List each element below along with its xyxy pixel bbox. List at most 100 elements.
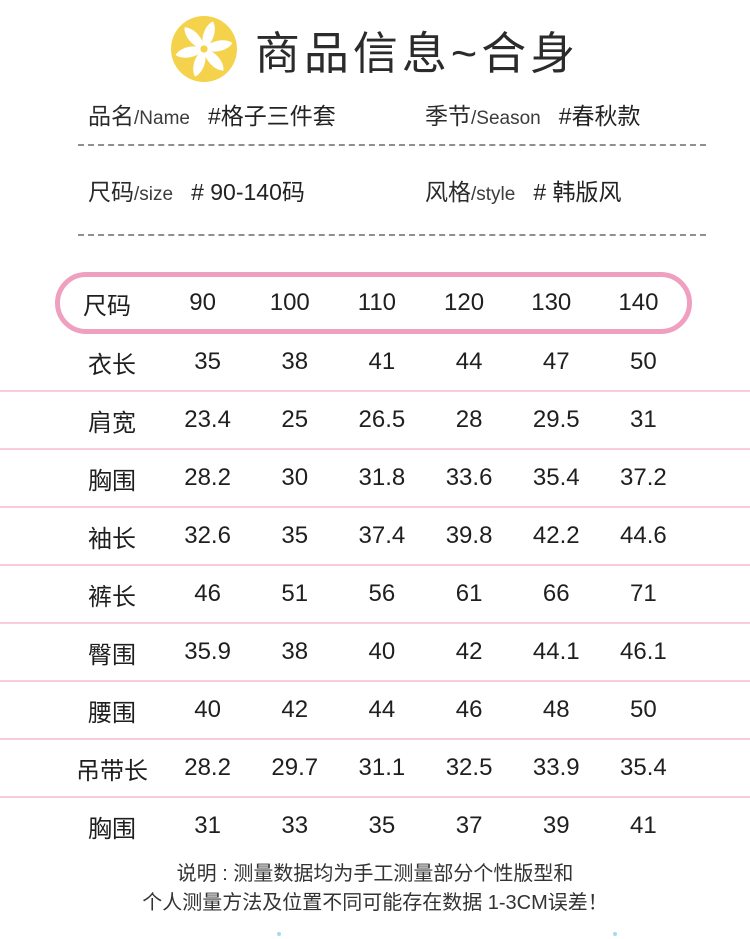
size-row-label: 腰围: [88, 699, 136, 727]
table-row: 衣长 35 38 41 44 47 50: [60, 334, 687, 390]
size-cell: 37.4: [358, 522, 406, 549]
size-header-cell: 130: [531, 289, 572, 316]
size-cell: 48: [542, 696, 570, 723]
size-range-value: # 90-140码: [191, 179, 305, 205]
size-cell: 32.5: [445, 754, 493, 781]
size-cell: 51: [281, 580, 309, 607]
decoration-dot: [277, 932, 281, 936]
row-divider: [0, 738, 750, 740]
size-cell: 31.1: [358, 754, 406, 781]
size-cell: 35: [368, 812, 396, 839]
row-divider: [0, 390, 750, 392]
size-cell: 39: [542, 812, 570, 839]
table-row: 袖长 32.6 35 37.4 39.8 42.2 44.6: [60, 508, 687, 564]
table-row: 胸围 28.2 30 31.8 33.6 35.4 37.2: [60, 450, 687, 506]
size-cell: 41: [630, 812, 657, 839]
product-name-value: #格子三件套: [207, 103, 336, 129]
measurement-note-line-2: 个人测量方法及位置不同可能存在数据 1-3CM误差！: [142, 892, 608, 914]
size-cell: 30: [281, 464, 309, 491]
size-range-field: 尺码/size # 90-140码: [88, 173, 425, 207]
size-cell: 44.1: [532, 638, 580, 665]
size-row-label: 裤长: [88, 583, 136, 611]
size-cell: 56: [368, 580, 396, 607]
size-cell: 50: [630, 348, 657, 375]
size-cell: 40: [194, 696, 221, 723]
size-cell: 33.9: [532, 754, 580, 781]
size-cell: 38: [281, 348, 309, 375]
size-cell: 71: [630, 580, 657, 607]
size-range-label: 尺码: [88, 179, 134, 205]
table-row: 胸围 31 33 35 37 39 41: [60, 798, 687, 854]
size-header-cell: 尺码: [83, 292, 131, 320]
size-cell: 25: [281, 406, 309, 433]
season-field: 季节/Season #春秋款: [425, 97, 710, 131]
measurement-note-line-1: 说明 : 测量数据均为手工测量部分个性版型和: [176, 863, 574, 885]
size-cell: 35: [194, 348, 221, 375]
product-info-row-2: 尺码/size # 90-140码 风格/style # 韩版风: [0, 146, 750, 234]
size-cell: 46.1: [620, 638, 667, 665]
size-cell: 33.6: [445, 464, 493, 491]
size-cell: 29.5: [532, 406, 580, 433]
size-row-label: 袖长: [88, 525, 136, 553]
size-cell: 39.8: [445, 522, 493, 549]
product-name-label-latin: /Name: [134, 108, 190, 129]
size-header-cell: 100: [269, 289, 310, 316]
size-cell: 41: [368, 348, 396, 375]
style-label-latin: /style: [471, 184, 516, 205]
size-cell: 46: [194, 580, 221, 607]
size-row-label: 肩宽: [88, 409, 136, 437]
row-divider: [0, 506, 750, 508]
size-cell: 44: [455, 348, 483, 375]
size-row-label: 臀围: [88, 641, 136, 669]
size-cell: 44: [368, 696, 396, 723]
flower-icon: [170, 16, 237, 82]
row-divider: [0, 564, 750, 566]
size-cell: 40: [368, 638, 396, 665]
size-cell: 28.2: [184, 464, 231, 491]
table-row: 腰围 40 42 44 46 48 50: [60, 682, 687, 738]
size-header-cell: 110: [357, 289, 397, 316]
size-cell: 28: [455, 406, 483, 433]
size-cell: 23.4: [184, 406, 231, 433]
size-cell: 32.6: [184, 522, 231, 549]
table-row: 臀围 35.9 38 40 42 44.1 46.1: [60, 624, 687, 680]
row-divider: [0, 796, 750, 798]
size-cell: 47: [542, 348, 570, 375]
page-header: 商品信息~合身: [0, 0, 750, 84]
size-cell: 38: [281, 638, 309, 665]
size-cell: 42.2: [532, 522, 580, 549]
table-row: 肩宽 23.4 25 26.5 28 29.5 31: [60, 392, 687, 448]
style-label: 风格: [425, 179, 471, 205]
size-row-label: 胸围: [88, 815, 136, 843]
size-cell: 35.4: [620, 754, 667, 781]
size-cell: 46: [455, 696, 483, 723]
size-cell: 42: [455, 638, 483, 665]
size-cell: 33: [281, 812, 309, 839]
product-name-label: 品名: [88, 103, 134, 129]
size-cell: 35: [281, 522, 309, 549]
dashed-divider: [78, 144, 706, 146]
size-cell: 44.6: [620, 522, 667, 549]
row-divider: [0, 622, 750, 624]
page-title: 商品信息~合身: [254, 27, 580, 79]
size-range-label-latin: /size: [134, 184, 174, 205]
season-label: 季节: [425, 103, 471, 129]
size-cell: 61: [455, 580, 483, 607]
size-cell: 26.5: [358, 406, 406, 433]
size-header-cell: 120: [444, 289, 485, 316]
size-row-label: 吊带长: [76, 757, 148, 785]
row-divider: [0, 448, 750, 450]
size-cell: 50: [630, 696, 657, 723]
size-cell: 28.2: [184, 754, 231, 781]
style-field: 风格/style # 韩版风: [425, 173, 710, 207]
size-row-label: 胸围: [88, 467, 136, 495]
size-cell: 35.9: [184, 638, 231, 665]
size-cell: 35.4: [532, 464, 580, 491]
size-cell: 31: [630, 406, 657, 433]
size-cell: 29.7: [271, 754, 319, 781]
style-value: # 韩版风: [533, 179, 622, 205]
row-divider: [0, 680, 750, 682]
product-info-row-1: 品名/Name #格子三件套 季节/Season #春秋款: [0, 84, 750, 144]
size-header-cell: 140: [618, 289, 659, 316]
size-cell: 31.8: [358, 464, 406, 491]
